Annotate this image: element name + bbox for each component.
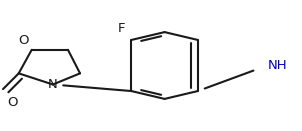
Text: N: N [48,78,58,91]
Text: F: F [118,22,125,35]
Text: O: O [7,96,17,109]
Text: NH: NH [267,59,287,72]
Text: O: O [18,34,29,47]
